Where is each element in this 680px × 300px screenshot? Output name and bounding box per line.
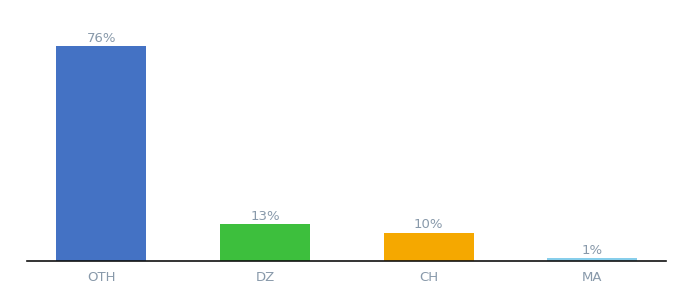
Bar <box>220 224 310 261</box>
Bar <box>547 258 637 261</box>
Text: 10%: 10% <box>414 218 443 231</box>
Bar <box>56 46 146 261</box>
Text: 13%: 13% <box>250 210 279 223</box>
Text: 76%: 76% <box>86 32 116 45</box>
Text: 1%: 1% <box>582 244 603 257</box>
Bar <box>384 233 474 261</box>
